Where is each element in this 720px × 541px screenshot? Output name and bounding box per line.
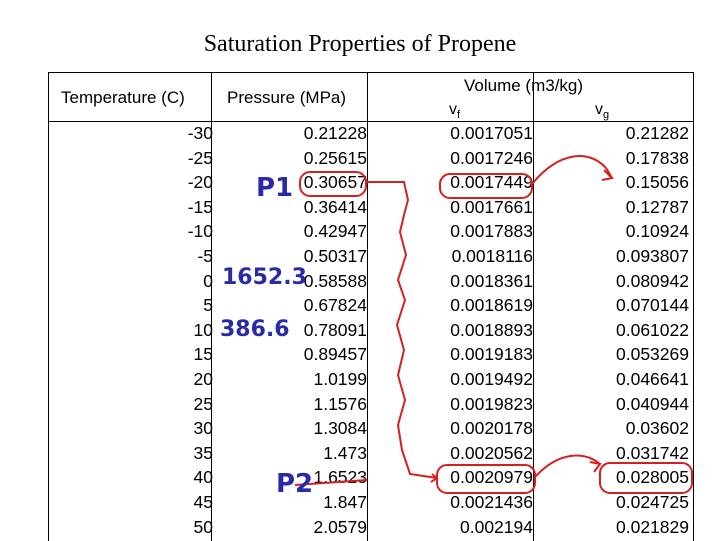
table-cell: 0.17838 (625, 147, 689, 168)
table-cell: 0.061022 (616, 319, 689, 340)
table-cell: 0.10924 (625, 221, 689, 242)
table-cell: -25 (187, 147, 213, 168)
table-cell: 0.0017449 (450, 172, 533, 193)
table-cell: 0.30657 (303, 172, 367, 193)
table-cell: 25 (193, 393, 213, 414)
table-cell: 0.21282 (625, 123, 689, 143)
column-divider (367, 73, 368, 541)
table-cell: -30 (187, 123, 213, 143)
table-cell: 1.0199 (313, 369, 367, 389)
table-cell: 2.0579 (313, 516, 367, 537)
table-cell: 40 (193, 467, 213, 488)
table-cell: -20 (187, 172, 213, 193)
table-cell: 1.847 (323, 492, 367, 512)
table-cell: 0.021829 (616, 516, 689, 537)
table-cell: 0.0017883 (450, 221, 533, 242)
table-cell: 45 (193, 492, 213, 512)
table-cell: 0.028005 (616, 467, 689, 488)
temperature-header: Temperature (C) (61, 88, 185, 107)
table-cell: 0.89457 (303, 344, 367, 365)
properties-table: Temperature (C) Pressure (MPa) Volume (m… (48, 72, 694, 541)
column-divider (533, 73, 534, 541)
table-cell: 0.002194 (460, 516, 533, 537)
table-cell: 0.070144 (616, 295, 689, 316)
table-cell: 0.0019183 (450, 344, 533, 365)
table-cell: 0.046641 (616, 369, 689, 389)
table-cell: 35 (193, 442, 213, 463)
table-cell: 0.024725 (616, 492, 689, 512)
page-title: Saturation Properties of Propene (203, 31, 517, 57)
table-cell: 0.093807 (616, 246, 689, 266)
table-cell: 30 (193, 418, 213, 439)
vf-header: vf (449, 101, 461, 122)
header-divider (49, 121, 693, 122)
table-cell: 0.0020178 (450, 418, 533, 439)
table-cell: 1.1576 (313, 393, 367, 414)
pressure-header: Pressure (MPa) (227, 88, 347, 107)
table-cell: 0.12787 (625, 196, 689, 217)
table-cell: 0.15056 (625, 172, 689, 193)
table-cell: -5 (197, 246, 213, 266)
table-cell: 0.0021436 (450, 492, 533, 512)
table-cell: 0.25615 (303, 147, 367, 168)
table-cell: 0.21228 (303, 123, 367, 143)
table-cell: 5 (203, 295, 213, 316)
table-cell: 0.0019492 (450, 369, 533, 389)
table-cell: 0.0020562 (450, 442, 533, 463)
table-cell: 50 (193, 516, 213, 537)
table-cell: 10 (193, 319, 213, 340)
table-cell: 0.0019823 (450, 393, 533, 414)
table-cell: 0.03602 (625, 418, 689, 439)
table-cell: 0.031742 (616, 442, 689, 463)
table-cell: 0.67824 (303, 295, 367, 316)
table-cell: 0.42947 (303, 221, 367, 242)
table-cell: 0.0018893 (450, 319, 533, 340)
table-cell: 0.0017051 (450, 123, 533, 143)
table-cell: 0.50317 (303, 246, 367, 266)
table-cell: 0.0018361 (450, 270, 533, 291)
table-cell: 15 (193, 344, 213, 365)
table-cell: 0.36414 (303, 196, 367, 217)
table-cell: 1.473 (323, 442, 367, 463)
table-cell: 0.0020979 (450, 467, 533, 488)
table-cell: 0.040944 (616, 393, 689, 414)
table-cell: 0.0018116 (451, 246, 533, 266)
table-cell: 1.3084 (313, 418, 367, 439)
table-cell: 1.6523 (313, 467, 367, 488)
column-divider (211, 73, 212, 541)
table-cell: 0.080942 (616, 270, 689, 291)
table-cell: 0.58588 (303, 270, 367, 291)
table-cell: 0.0017661 (450, 196, 533, 217)
table-cell: 0.053269 (616, 344, 689, 365)
table-cell: -10 (187, 221, 213, 242)
table-cell: 0.78091 (303, 319, 367, 340)
table-cell: 0.0017246 (450, 147, 533, 168)
table-cell: 20 (193, 369, 213, 389)
vg-header: vg (595, 101, 610, 122)
table-cell: 0.0018619 (450, 295, 533, 316)
table-cell: -15 (187, 196, 213, 217)
table-cell: 0 (203, 270, 213, 291)
volume-header: Volume (m3/kg) (464, 76, 584, 95)
